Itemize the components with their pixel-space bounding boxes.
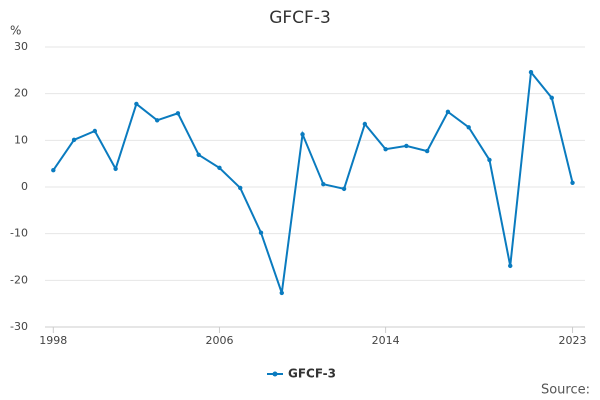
y-tick-label: -20 bbox=[10, 273, 28, 286]
x-tick-label: 2014 bbox=[372, 334, 400, 347]
data-point bbox=[154, 118, 160, 123]
y-tick-label: -30 bbox=[10, 320, 28, 333]
data-point bbox=[71, 137, 77, 143]
data-point bbox=[404, 143, 409, 149]
x-tick-label: 2023 bbox=[559, 334, 587, 347]
data-point bbox=[134, 101, 139, 107]
data-point bbox=[341, 186, 347, 192]
legend-marker bbox=[272, 371, 278, 377]
y-axis-label: % bbox=[10, 24, 21, 38]
data-point bbox=[217, 165, 222, 171]
y-tick-label: -10 bbox=[10, 227, 28, 240]
legend-label: GFCF-3 bbox=[288, 367, 336, 381]
data-point bbox=[238, 185, 243, 191]
data-point bbox=[321, 182, 326, 187]
y-tick-label: 0 bbox=[21, 180, 28, 193]
y-tick-label: 10 bbox=[14, 133, 28, 146]
chart-title: GFCF-3 bbox=[269, 8, 331, 28]
data-point bbox=[279, 290, 284, 296]
data-point bbox=[466, 125, 471, 130]
data-point bbox=[528, 70, 534, 75]
x-tick-label: 2006 bbox=[205, 334, 233, 347]
data-point bbox=[570, 180, 575, 185]
series-line bbox=[52, 69, 574, 294]
data-point bbox=[51, 168, 56, 173]
y-tick-label: 30 bbox=[14, 40, 28, 53]
data-point bbox=[92, 128, 98, 134]
data-point bbox=[258, 230, 264, 235]
data-point bbox=[300, 132, 305, 137]
data-point bbox=[487, 157, 492, 163]
data-point bbox=[549, 95, 554, 101]
data-point bbox=[113, 166, 118, 171]
y-tick-label: 20 bbox=[14, 87, 28, 100]
data-point bbox=[445, 109, 451, 115]
x-tick-label: 1998 bbox=[39, 334, 67, 347]
source: Source: bbox=[541, 383, 590, 398]
data-point bbox=[383, 147, 388, 152]
data-point bbox=[196, 152, 201, 157]
data-point bbox=[508, 263, 513, 269]
data-point bbox=[362, 121, 368, 127]
data-point bbox=[424, 148, 430, 154]
data-point bbox=[175, 111, 181, 116]
